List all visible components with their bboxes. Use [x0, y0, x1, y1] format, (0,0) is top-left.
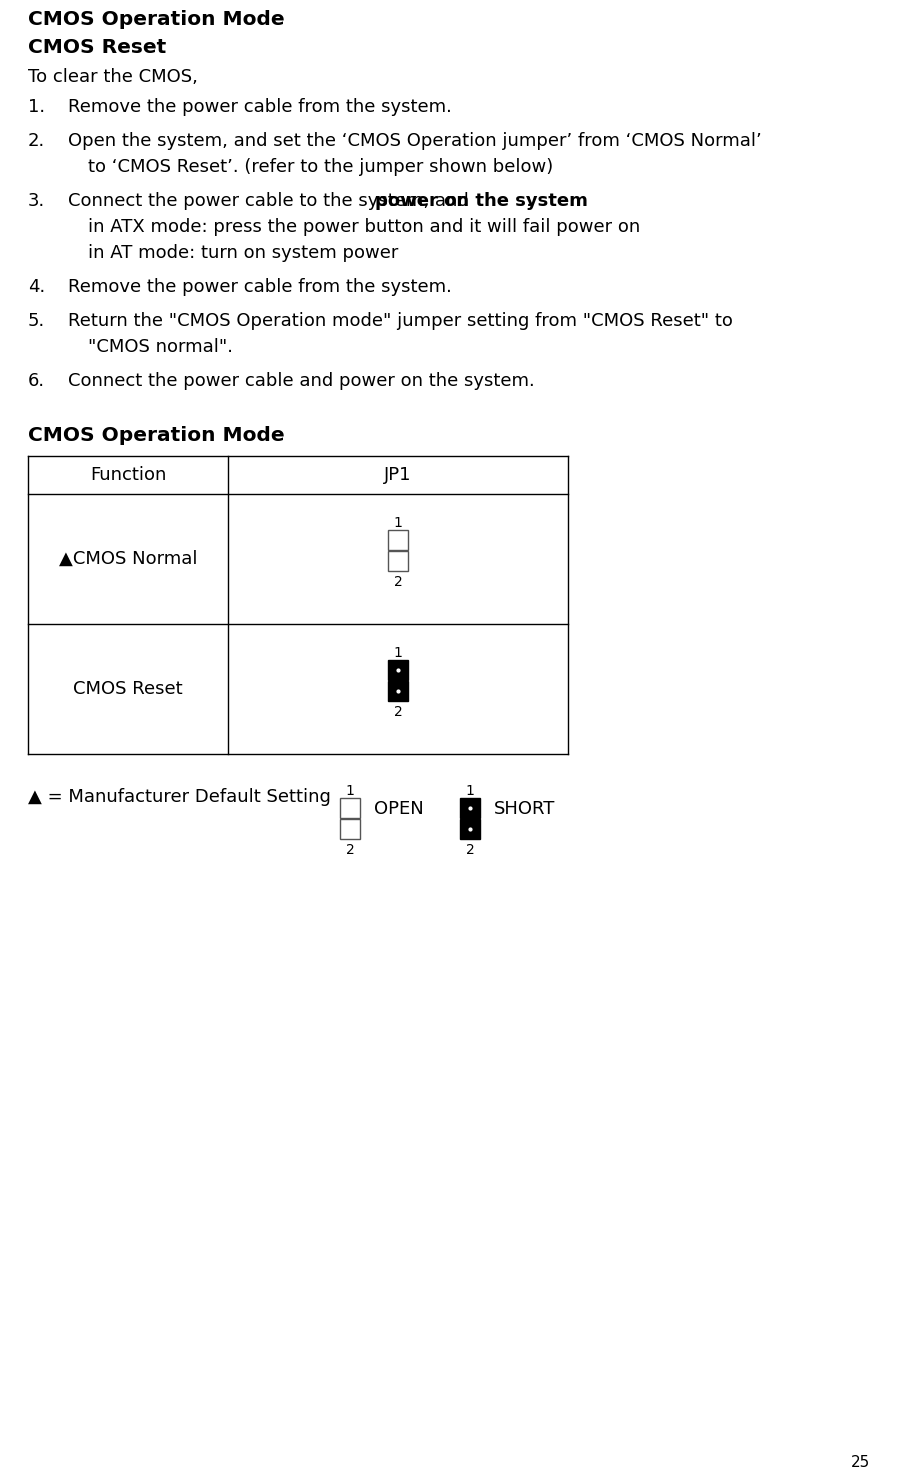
Bar — [460, 798, 480, 818]
Text: CMOS Reset: CMOS Reset — [28, 39, 166, 56]
Text: Remove the power cable from the system.: Remove the power cable from the system. — [68, 278, 452, 296]
Text: To clear the CMOS,: To clear the CMOS, — [28, 68, 198, 86]
Text: CMOS Reset: CMOS Reset — [74, 680, 183, 698]
Text: in ATX mode: press the power button and it will fail power on: in ATX mode: press the power button and … — [88, 218, 640, 235]
Text: ▲CMOS Normal: ▲CMOS Normal — [58, 549, 197, 569]
Text: JP1: JP1 — [384, 467, 412, 484]
Text: 2: 2 — [394, 705, 403, 718]
Bar — [340, 819, 360, 840]
Text: 2.: 2. — [28, 132, 45, 150]
Text: Return the "CMOS Operation mode" jumper setting from "CMOS Reset" to: Return the "CMOS Operation mode" jumper … — [68, 312, 733, 330]
Text: to ‘CMOS Reset’. (refer to the jumper shown below): to ‘CMOS Reset’. (refer to the jumper sh… — [88, 158, 553, 176]
Text: 2: 2 — [466, 843, 475, 857]
Bar — [340, 798, 360, 818]
Text: 5.: 5. — [28, 312, 45, 330]
Text: 1.: 1. — [28, 98, 45, 116]
Text: 1: 1 — [466, 783, 475, 798]
Text: 2: 2 — [345, 843, 354, 857]
Text: power on the system: power on the system — [376, 193, 588, 210]
Text: in AT mode: turn on system power: in AT mode: turn on system power — [88, 244, 398, 262]
Text: :: : — [526, 193, 532, 210]
Text: Connect the power cable and power on the system.: Connect the power cable and power on the… — [68, 372, 535, 390]
Text: OPEN: OPEN — [374, 800, 423, 818]
Text: Function: Function — [90, 467, 166, 484]
Text: 25: 25 — [850, 1454, 870, 1471]
Text: 6.: 6. — [28, 372, 45, 390]
Bar — [388, 530, 408, 549]
Text: 1: 1 — [345, 783, 354, 798]
Text: CMOS Operation Mode: CMOS Operation Mode — [28, 10, 284, 30]
Text: "CMOS normal".: "CMOS normal". — [88, 338, 233, 355]
Text: CMOS Operation Mode: CMOS Operation Mode — [28, 427, 284, 444]
Text: Open the system, and set the ‘CMOS Operation jumper’ from ‘CMOS Normal’: Open the system, and set the ‘CMOS Opera… — [68, 132, 762, 150]
Bar — [388, 551, 408, 572]
Text: 1: 1 — [394, 515, 403, 530]
Text: Connect the power cable to the system, and: Connect the power cable to the system, a… — [68, 193, 475, 210]
Text: SHORT: SHORT — [494, 800, 555, 818]
Text: Remove the power cable from the system.: Remove the power cable from the system. — [68, 98, 452, 116]
Text: 3.: 3. — [28, 193, 45, 210]
Bar — [388, 661, 408, 680]
Text: 1: 1 — [394, 646, 403, 661]
Text: 4.: 4. — [28, 278, 45, 296]
Text: ▲ = Manufacturer Default Setting: ▲ = Manufacturer Default Setting — [28, 788, 331, 806]
Bar — [460, 819, 480, 840]
Text: 2: 2 — [394, 575, 403, 589]
Bar — [388, 681, 408, 701]
